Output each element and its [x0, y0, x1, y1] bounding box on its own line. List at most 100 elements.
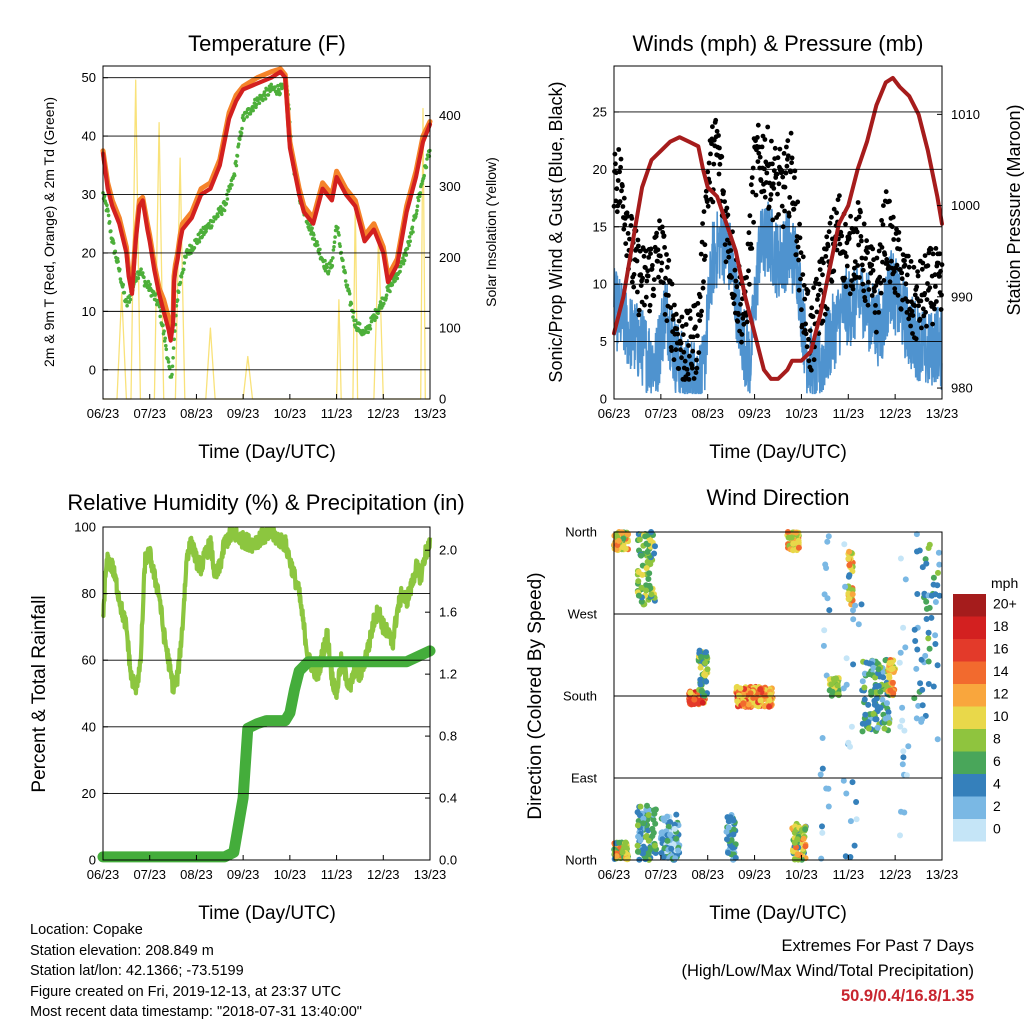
direction-point	[835, 691, 842, 698]
dewpoint-series-point	[238, 137, 242, 142]
dewpoint-series-point	[175, 298, 180, 302]
dewpoint-series-point	[266, 93, 271, 97]
wind-gust-series-point	[842, 275, 847, 281]
direction-point	[873, 689, 880, 696]
wind-gust-series-point	[686, 343, 691, 348]
wind-gust-series-point	[615, 178, 621, 183]
wind-gust-series-point	[687, 353, 692, 359]
direction-point	[645, 837, 652, 844]
direction-point	[649, 833, 656, 839]
wind-gust-series-point	[701, 279, 706, 285]
wind-gust-series-point	[740, 315, 746, 321]
wind-gust-series-point	[792, 175, 797, 181]
direction-point	[851, 842, 858, 849]
wind-gust-series-point	[874, 255, 880, 261]
direction-point	[912, 638, 919, 644]
dewpoint-series-point	[368, 323, 372, 328]
temperature-panel: Temperature (F) 0 10 20 30 40 50 0 100 200 300 400…	[41, 31, 499, 463]
direction-point	[911, 626, 918, 633]
wind-gust-series-point	[847, 291, 853, 297]
wind-gust-series-point	[857, 275, 862, 280]
direction-point	[638, 584, 645, 591]
colorbar-swatch	[953, 774, 986, 797]
direction-point	[644, 802, 650, 809]
x-tick-label: 06/23	[87, 867, 120, 882]
wind-gust-series-point	[809, 305, 815, 311]
dewpoint-series-point	[128, 297, 133, 302]
wind-gust-series-point	[814, 309, 820, 315]
direction-point	[699, 699, 706, 706]
dewpoint-series-point	[427, 154, 432, 158]
wind-gust-series-point	[796, 257, 801, 263]
wind-gust-series-point	[819, 256, 825, 262]
direction-point	[794, 851, 801, 858]
direction-point	[834, 682, 841, 689]
dewpoint-series-point	[192, 246, 197, 250]
y-tick-label: 40	[82, 719, 96, 734]
wind-direction-xlabel: Time (Day/UTC)	[709, 903, 847, 924]
wind-gust-series-point	[691, 376, 697, 381]
direction-point	[919, 686, 926, 693]
dewpoint-series-point	[337, 233, 341, 237]
wind-gust-series-point	[865, 302, 871, 308]
direction-point	[819, 823, 825, 830]
wind-gust-series-point	[847, 231, 853, 236]
wind-gust-series-point	[881, 278, 887, 283]
wind-gust-series-point	[820, 318, 826, 324]
colorbar-label: 0	[993, 821, 1001, 837]
direction-point	[725, 824, 732, 831]
wind-gust-series-point	[863, 256, 868, 261]
wind-gust-series-point	[884, 260, 890, 265]
dewpoint-series-point	[235, 154, 240, 158]
wind-gust-series-point	[882, 252, 888, 257]
direction-point	[788, 534, 795, 541]
direction-point	[934, 736, 941, 743]
station-location: Location: Copake	[30, 922, 143, 938]
dewpoint-series-point	[323, 258, 327, 263]
wind-gust-series-point	[680, 332, 686, 337]
wind-gust-series-point	[782, 184, 788, 190]
y2-tick-label: 400	[439, 108, 461, 123]
wind-gust-series-point	[744, 319, 750, 325]
direction-point	[793, 529, 800, 536]
direction-point	[652, 842, 658, 849]
dewpoint-series-point	[179, 274, 184, 279]
temperature-plot-frame	[102, 65, 431, 400]
direction-point	[845, 595, 852, 602]
wind-gust-series-point	[670, 317, 676, 322]
wind-gust-series-point	[625, 213, 630, 219]
wind-gust-series-point	[621, 226, 627, 232]
direction-point	[823, 672, 830, 679]
wind-gust-series-point	[785, 153, 791, 159]
wind-gust-series-point	[919, 325, 924, 331]
dewpoint-series-point	[407, 243, 411, 248]
wind-gust-series-point	[694, 365, 700, 371]
wind-gust-series-point	[866, 279, 871, 285]
dewpoint-series-point	[113, 249, 118, 254]
wind-gust-series-point	[618, 156, 624, 162]
direction-point	[734, 698, 741, 705]
wind-gust-series-point	[848, 213, 853, 219]
dewpoint-series-point	[136, 276, 141, 281]
wind-gust-series-point	[880, 222, 886, 228]
direction-point	[675, 847, 682, 854]
direction-point	[925, 635, 932, 642]
direction-point	[890, 690, 897, 697]
wind-gust-series-point	[770, 181, 776, 187]
direction-point	[902, 576, 909, 583]
wind-gust-series-point	[723, 259, 729, 265]
wind-gust-series-point	[815, 297, 820, 302]
wind-gust-series-point	[759, 144, 765, 150]
dewpoint-series-point	[408, 239, 413, 243]
x-tick-label: 12/23	[879, 867, 912, 882]
wind-gust-series-point	[619, 188, 624, 194]
temperature-ticks: 0 10 20 30 40 50 0 100 200 300 400 06/23 07/23 08/23 0…	[82, 70, 461, 421]
wind-gust-series-point	[638, 272, 644, 277]
direction-point	[761, 703, 768, 710]
wind-gust-series-point	[794, 238, 800, 244]
colorbar-swatch	[953, 751, 986, 774]
dewpoint-series-point	[374, 315, 379, 320]
wind-gust-series-point	[629, 216, 635, 221]
wind-gust-series-point	[824, 234, 830, 240]
recent-timestamp: Most recent data timestamp: "2018-07-31 …	[30, 1004, 362, 1020]
